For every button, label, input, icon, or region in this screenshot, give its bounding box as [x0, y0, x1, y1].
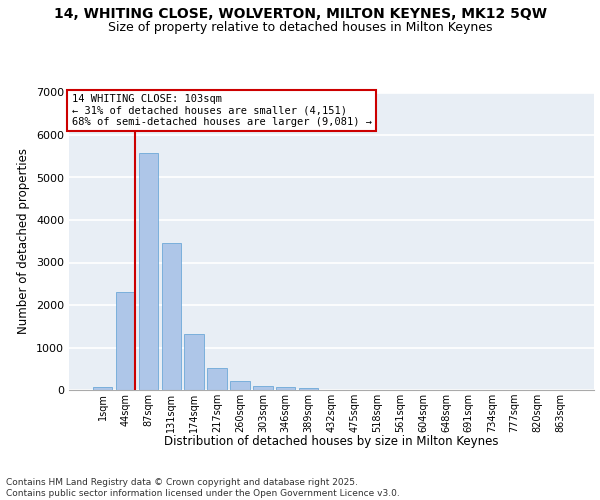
Bar — [184, 334, 204, 390]
Text: 14, WHITING CLOSE, WOLVERTON, MILTON KEYNES, MK12 5QW: 14, WHITING CLOSE, WOLVERTON, MILTON KEY… — [53, 8, 547, 22]
Bar — [139, 153, 158, 390]
Text: 14 WHITING CLOSE: 103sqm
← 31% of detached houses are smaller (4,151)
68% of sem: 14 WHITING CLOSE: 103sqm ← 31% of detach… — [71, 94, 371, 127]
X-axis label: Distribution of detached houses by size in Milton Keynes: Distribution of detached houses by size … — [164, 435, 499, 448]
Bar — [253, 386, 272, 390]
Bar — [230, 381, 250, 390]
Bar — [116, 292, 135, 390]
Bar — [299, 388, 319, 390]
Bar — [93, 386, 112, 390]
Bar — [276, 387, 295, 390]
Text: Size of property relative to detached houses in Milton Keynes: Size of property relative to detached ho… — [108, 22, 492, 35]
Bar — [208, 368, 227, 390]
Text: Contains HM Land Registry data © Crown copyright and database right 2025.
Contai: Contains HM Land Registry data © Crown c… — [6, 478, 400, 498]
Bar — [161, 244, 181, 390]
Y-axis label: Number of detached properties: Number of detached properties — [17, 148, 31, 334]
